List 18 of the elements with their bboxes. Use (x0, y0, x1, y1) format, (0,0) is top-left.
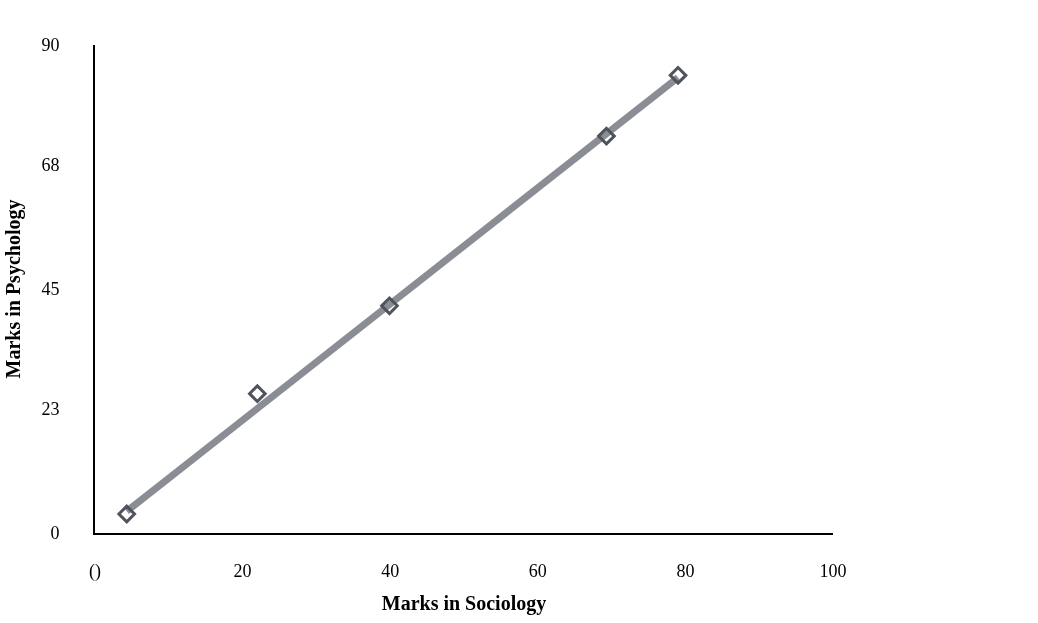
x-tick-label: 40 (381, 560, 400, 581)
point (597, 126, 616, 146)
point (117, 504, 137, 524)
y-axis-title: Marks in Psychology (2, 199, 26, 379)
y-tick-label: 90 (41, 35, 60, 56)
point (668, 66, 688, 85)
y-tick-label: 45 (41, 279, 60, 300)
x-axis-title: Marks in Sociology (381, 591, 547, 615)
x-tick-label: 80 (676, 560, 695, 581)
x-tick-label: 60 (528, 560, 547, 581)
y-tick-label: 0 (50, 523, 60, 544)
x-tick-label: 20 (233, 560, 252, 581)
point (380, 296, 399, 316)
x-tick-label: () (89, 560, 101, 582)
point (248, 384, 267, 403)
y-tick-label: 23 (41, 398, 60, 419)
x-tick-label: 100 (819, 560, 847, 581)
y-tick-label: 68 (41, 154, 60, 175)
